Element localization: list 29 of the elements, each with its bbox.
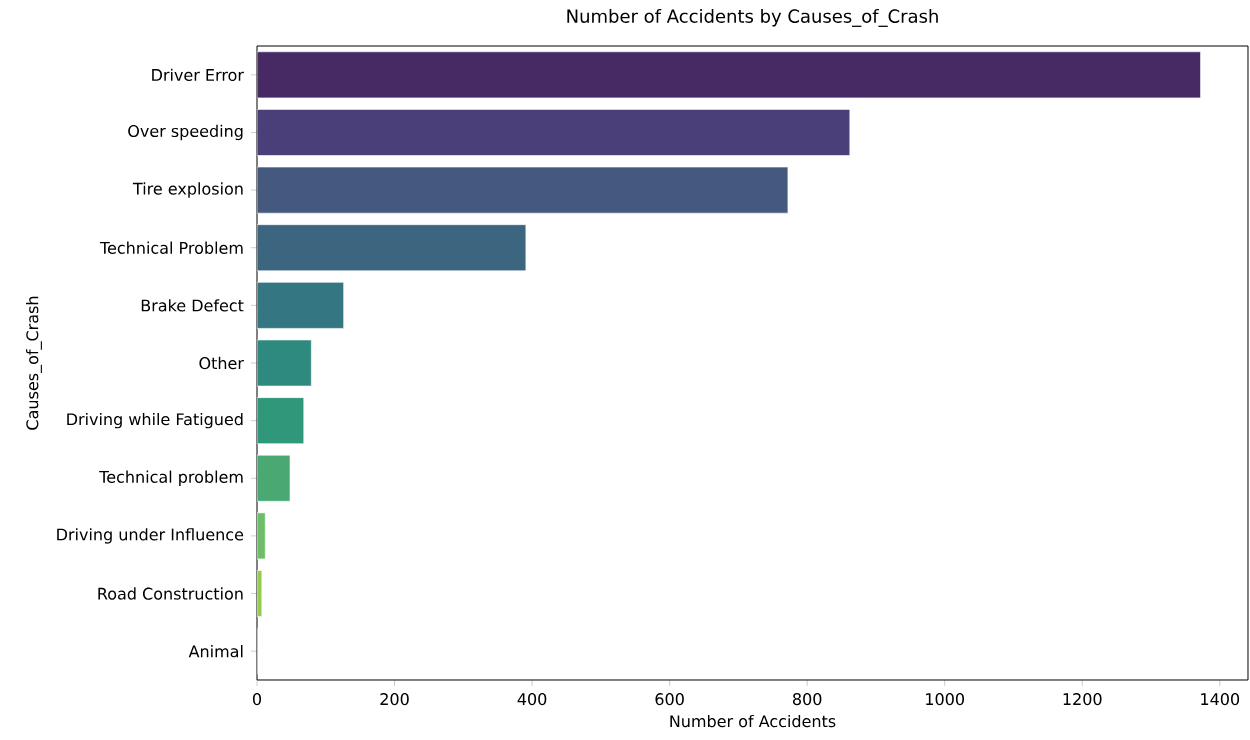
chart-title: Number of Accidents by Causes_of_Crash xyxy=(567,9,938,27)
x-tick-label: 1400 xyxy=(1201,693,1240,706)
y-tick-label: Other xyxy=(199,356,244,370)
y-tick-label: Over speeding xyxy=(128,124,243,141)
x-tick-label: 600 xyxy=(655,693,684,706)
y-tick-label: Animal xyxy=(188,645,243,658)
bar xyxy=(257,282,344,329)
x-axis-title: Number of Accidents xyxy=(670,714,836,728)
y-tick-label: Technical problem xyxy=(99,470,243,487)
x-tick-label: 800 xyxy=(793,693,822,706)
x-tick-label: 0 xyxy=(252,693,262,706)
y-tick-label: Driving under Influence xyxy=(57,528,244,544)
y-tick-label: Driver Error xyxy=(152,68,244,82)
bar xyxy=(257,512,266,560)
bar xyxy=(257,454,291,502)
y-tick-label: Tire explosion xyxy=(132,182,243,198)
y-tick-label: Brake Defect xyxy=(141,299,244,312)
bar xyxy=(257,166,789,214)
x-tick-label: 400 xyxy=(517,693,547,706)
bar xyxy=(257,51,1201,99)
y-tick-label: Road Construction xyxy=(98,587,243,600)
bar xyxy=(257,109,851,156)
y-axis-title: Causes_of_Crash xyxy=(26,296,42,430)
x-tick-label: 200 xyxy=(380,693,409,706)
bar xyxy=(257,339,312,387)
y-tick-label: Driving while Fatigued xyxy=(67,412,243,429)
y-tick-label: Technical Problem xyxy=(99,241,243,254)
x-tick-label: 1000 xyxy=(926,693,965,706)
x-tick-label: 1200 xyxy=(1063,693,1102,706)
